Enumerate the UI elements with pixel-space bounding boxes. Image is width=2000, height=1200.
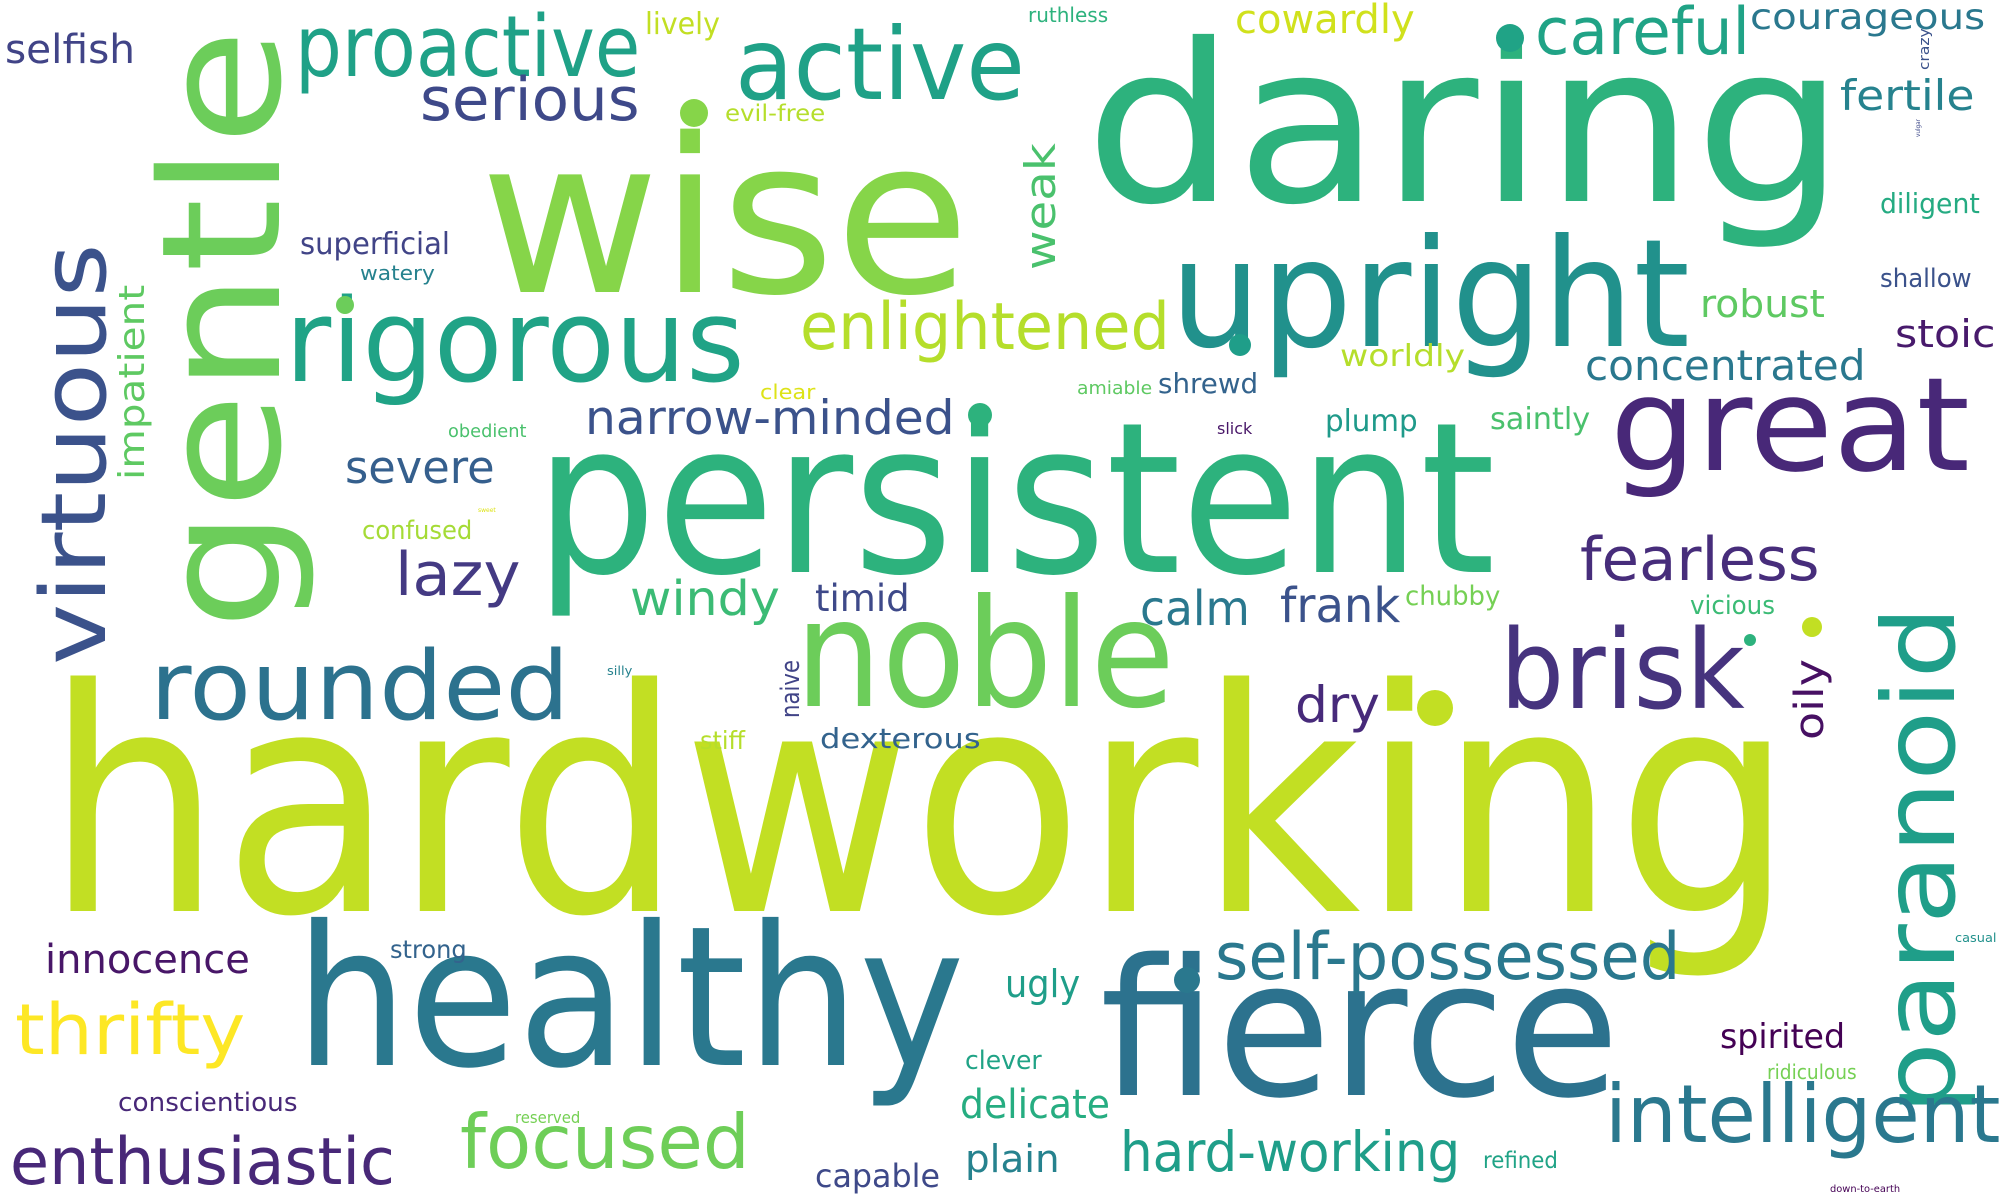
word-stoic: stoic <box>1895 312 1996 356</box>
dot-mark <box>1744 634 1756 646</box>
word-wise: wise <box>480 92 970 343</box>
word-hardworking: hardworking <box>45 624 1795 985</box>
word-gentle: gentle <box>126 28 318 631</box>
dot-mark <box>1174 967 1200 993</box>
word-delicate: delicate <box>960 1082 1110 1128</box>
word-concentrated: concentrated <box>1585 341 1866 390</box>
word-slick: slick <box>1217 419 1253 438</box>
word-clever: clever <box>965 1046 1042 1076</box>
word-hard-working: hard-working <box>1120 1120 1461 1184</box>
word-frank: frank <box>1280 578 1401 634</box>
word-proactive: proactive <box>295 0 641 97</box>
word-amiable: amiable <box>1077 378 1153 399</box>
word-innocence: innocence <box>45 937 250 983</box>
word-vulgar: vulgar <box>1915 119 1922 137</box>
word-chubby: chubby <box>1405 581 1501 612</box>
word-weak: weak <box>1016 143 1065 270</box>
word-shallow: shallow <box>1880 264 1972 294</box>
word-paranoid: paranoid <box>1861 605 1978 1115</box>
word-narrow-minded: narrow-minded <box>585 391 955 446</box>
word-confused: confused <box>362 516 473 546</box>
word-calm: calm <box>1140 581 1250 637</box>
word-capable: capable <box>815 1157 941 1195</box>
word-courageous: courageous <box>1750 0 1986 38</box>
word-plain: plain <box>965 1137 1060 1181</box>
word-refined: refined <box>1483 1148 1558 1174</box>
word-watery: watery <box>360 261 435 285</box>
word-plump: plump <box>1325 404 1418 439</box>
word-focused: focused <box>460 1098 750 1186</box>
word-stiff: stiff <box>700 726 745 755</box>
word-lively: lively <box>645 7 720 42</box>
word-fierce: fierce <box>1100 919 1620 1140</box>
word-selfish: selfish <box>5 27 136 73</box>
word-silly: silly <box>607 664 633 678</box>
word-shrewd: shrewd <box>1158 367 1259 400</box>
word-upright: upright <box>1170 208 1690 382</box>
word-dry: dry <box>1295 676 1380 734</box>
word-active: active <box>735 6 1025 123</box>
dot-mark <box>1496 24 1524 52</box>
word-naive: naive <box>776 659 806 718</box>
word-strong: strong <box>390 935 467 964</box>
word-superficial: superficial <box>300 227 450 262</box>
word-crazy: crazy <box>1917 28 1933 70</box>
word-enthusiastic: enthusiastic <box>10 1125 395 1200</box>
word-vicious: vicious <box>1690 591 1776 621</box>
word-healthy: healthy <box>295 884 965 1111</box>
word-ruthless: ruthless <box>1028 3 1109 27</box>
word-serious: serious <box>420 65 640 135</box>
word-ugly: ugly <box>1005 962 1081 1006</box>
word-lazy: lazy <box>395 540 521 610</box>
word-rounded: rounded <box>150 632 570 742</box>
word-intelligent: intelligent <box>1605 1068 2000 1161</box>
word-robust: robust <box>1700 282 1825 326</box>
dot-mark <box>1229 334 1251 356</box>
word-cowardly: cowardly <box>1235 0 1415 43</box>
word-oily: oily <box>1787 659 1833 740</box>
word-saintly: saintly <box>1490 402 1591 437</box>
word-sweet: sweet <box>478 507 496 514</box>
word-fertile: fertile <box>1840 71 1975 120</box>
word-severe: severe <box>345 441 495 494</box>
word-great: great <box>1610 349 1970 501</box>
dot-mark <box>680 99 708 127</box>
word-windy: windy <box>630 571 780 627</box>
word-conscientious: conscientious <box>118 1088 298 1118</box>
word-obedient: obedient <box>448 421 527 442</box>
word-brisk: brisk <box>1500 606 1745 734</box>
word-worldly: worldly <box>1340 339 1466 374</box>
dot-mark <box>336 296 354 314</box>
word-self-possessed: self-possessed <box>1215 920 1681 995</box>
word-ridiculous: ridiculous <box>1767 1060 1857 1084</box>
word-fearless: fearless <box>1580 525 1820 595</box>
word-persistent: persistent <box>535 377 1496 622</box>
word-evil-free: evil-free <box>725 101 826 127</box>
word-rigorous: rigorous <box>285 275 745 409</box>
word-dexterous: dexterous <box>820 722 981 755</box>
word-enlightened: enlightened <box>800 290 1170 365</box>
word-careful: careful <box>1535 0 1750 70</box>
word-virtuous: virtuous <box>22 243 127 666</box>
word-spirited: spirited <box>1720 1017 1846 1057</box>
dot-mark <box>1417 690 1453 726</box>
word-down-to-earth: down-to-earth <box>1830 1184 1901 1195</box>
word-impatient: impatient <box>112 284 153 480</box>
word-noble: noble <box>795 568 1175 742</box>
word-casual: casual <box>1955 931 1997 945</box>
word-diligent: diligent <box>1880 187 1980 220</box>
word-daring: daring <box>1085 0 1846 253</box>
word-timid: timid <box>815 577 910 620</box>
word-reserved: reserved <box>515 1108 581 1127</box>
dot-mark <box>1802 617 1822 637</box>
word-thrifty: thrifty <box>15 989 246 1071</box>
word-clear: clear <box>760 380 816 404</box>
dot-mark <box>968 403 992 427</box>
